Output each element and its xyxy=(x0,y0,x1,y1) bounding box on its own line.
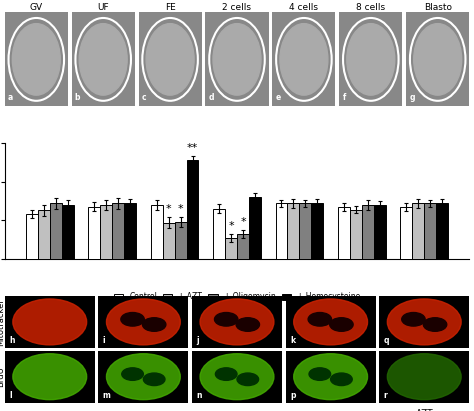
Ellipse shape xyxy=(107,299,180,345)
Text: g: g xyxy=(410,93,415,102)
Bar xyxy=(300,203,311,298)
Title: 4 cells: 4 cells xyxy=(290,2,319,12)
Y-axis label: BrdU: BrdU xyxy=(0,366,5,387)
Text: m: m xyxy=(103,391,111,400)
Bar xyxy=(62,205,73,298)
Text: b: b xyxy=(75,93,80,102)
Text: n: n xyxy=(197,391,202,400)
Circle shape xyxy=(330,318,353,331)
Text: r: r xyxy=(384,391,387,400)
Circle shape xyxy=(215,312,238,326)
Bar xyxy=(225,238,237,298)
Circle shape xyxy=(423,318,447,331)
Title: FE: FE xyxy=(165,2,175,12)
Text: l: l xyxy=(9,391,12,400)
Bar xyxy=(436,203,448,298)
Circle shape xyxy=(308,312,331,326)
Text: p: p xyxy=(290,391,296,400)
Circle shape xyxy=(402,312,425,326)
Bar xyxy=(401,207,412,298)
Text: f: f xyxy=(342,93,346,102)
Text: *: * xyxy=(166,204,172,214)
Text: q: q xyxy=(384,336,389,345)
Text: AZT: AZT xyxy=(415,409,433,411)
Bar xyxy=(151,205,163,298)
Bar xyxy=(412,203,424,298)
Bar xyxy=(50,203,62,298)
Circle shape xyxy=(143,318,166,331)
Text: e: e xyxy=(275,93,281,102)
Text: d: d xyxy=(209,93,214,102)
Circle shape xyxy=(347,23,395,95)
Bar xyxy=(362,205,374,298)
Circle shape xyxy=(143,373,165,386)
Text: **: ** xyxy=(187,143,198,153)
Bar xyxy=(88,207,100,298)
Circle shape xyxy=(236,318,259,331)
Circle shape xyxy=(309,368,331,380)
Ellipse shape xyxy=(107,354,180,399)
Text: *: * xyxy=(228,221,234,231)
Circle shape xyxy=(331,373,352,386)
Circle shape xyxy=(121,312,144,326)
Legend: Control, + AZT, + Oligomycin, + Homocysteine: Control, + AZT, + Oligomycin, + Homocyst… xyxy=(111,290,363,304)
Bar xyxy=(287,203,300,298)
Ellipse shape xyxy=(294,299,367,345)
Ellipse shape xyxy=(387,299,461,345)
Circle shape xyxy=(146,23,194,95)
Bar xyxy=(124,203,136,298)
Text: k: k xyxy=(290,336,295,345)
Bar xyxy=(38,210,50,298)
Circle shape xyxy=(280,23,328,95)
Circle shape xyxy=(122,368,143,380)
Circle shape xyxy=(12,23,60,95)
Text: c: c xyxy=(142,93,146,102)
Bar xyxy=(187,160,199,298)
Bar xyxy=(112,203,124,298)
Bar xyxy=(213,209,225,298)
Title: UF: UF xyxy=(97,2,109,12)
Text: j: j xyxy=(197,336,199,345)
Circle shape xyxy=(79,23,127,95)
Bar xyxy=(26,214,38,298)
Ellipse shape xyxy=(13,299,87,345)
Circle shape xyxy=(213,23,261,95)
Bar xyxy=(338,207,350,298)
Title: Blasto: Blasto xyxy=(424,2,452,12)
Bar xyxy=(100,205,112,298)
Ellipse shape xyxy=(200,354,274,399)
Circle shape xyxy=(237,373,259,386)
Circle shape xyxy=(414,23,462,95)
Bar xyxy=(275,203,287,298)
Circle shape xyxy=(215,368,237,380)
Text: *: * xyxy=(240,217,246,227)
Ellipse shape xyxy=(200,299,274,345)
Ellipse shape xyxy=(13,354,87,399)
Ellipse shape xyxy=(387,354,461,399)
Bar xyxy=(249,197,261,298)
Title: GV: GV xyxy=(30,2,43,12)
Text: i: i xyxy=(103,336,106,345)
Title: 2 cells: 2 cells xyxy=(222,2,252,12)
Bar xyxy=(174,222,187,298)
Text: a: a xyxy=(8,93,13,102)
Ellipse shape xyxy=(294,354,367,399)
Text: *: * xyxy=(178,204,183,214)
Title: 8 cells: 8 cells xyxy=(356,2,385,12)
Bar xyxy=(350,210,362,298)
Bar xyxy=(374,205,386,298)
Text: h: h xyxy=(9,336,15,345)
Bar xyxy=(237,234,249,298)
Bar xyxy=(311,203,323,298)
Y-axis label: Mitotracker: Mitotracker xyxy=(0,298,5,346)
Bar xyxy=(424,203,436,298)
Bar xyxy=(163,223,174,298)
